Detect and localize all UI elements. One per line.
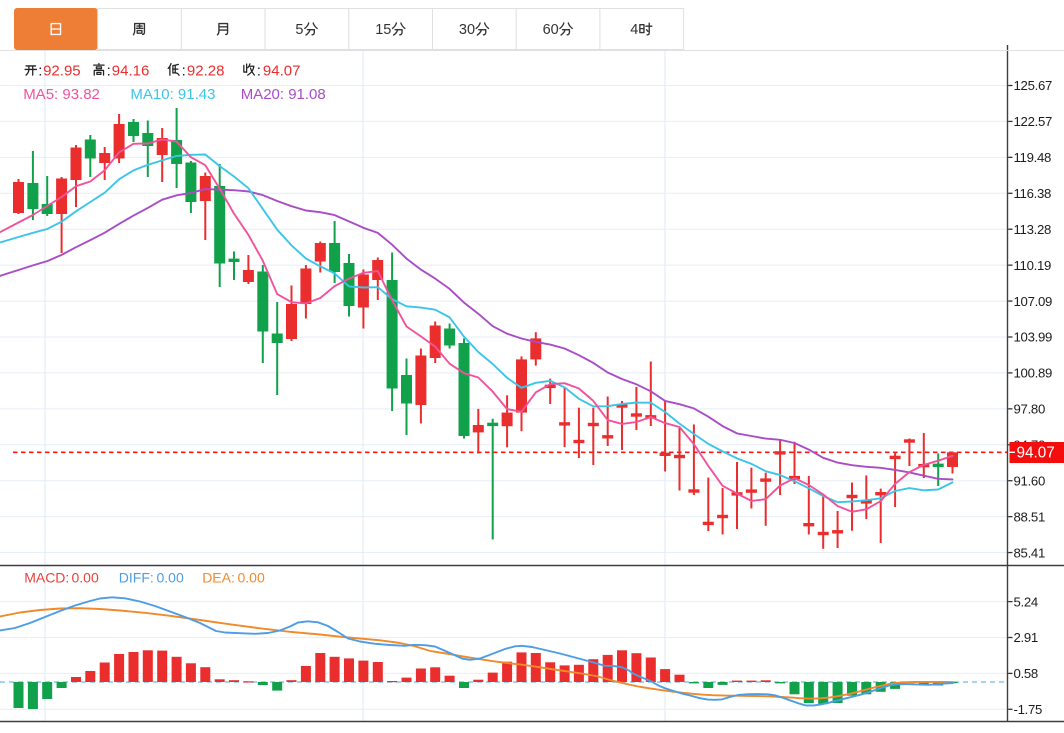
svg-text:94.16: 94.16 (112, 63, 150, 80)
svg-text::: : (182, 63, 186, 80)
svg-text:0.00: 0.00 (157, 570, 184, 586)
svg-text:92.95: 92.95 (43, 63, 81, 80)
svg-text:116.38: 116.38 (1014, 186, 1052, 201)
svg-text::: : (257, 63, 261, 80)
svg-text:MA20: 91.08: MA20: 91.08 (241, 86, 326, 103)
svg-text:94.07: 94.07 (1017, 444, 1055, 461)
svg-text:94.07: 94.07 (263, 63, 301, 80)
svg-text:122.57: 122.57 (1014, 114, 1053, 129)
svg-text:5: 5 (295, 22, 303, 38)
svg-text::: : (107, 63, 111, 80)
svg-text:110.19: 110.19 (1014, 258, 1052, 273)
svg-text:15: 15 (375, 22, 391, 38)
svg-text:DIFF:: DIFF: (119, 570, 154, 586)
svg-text:119.48: 119.48 (1014, 150, 1052, 165)
svg-text:MA10: 91.43: MA10: 91.43 (130, 86, 215, 103)
svg-text:30: 30 (459, 22, 475, 38)
svg-text:0.00: 0.00 (238, 570, 265, 586)
svg-text:88.51: 88.51 (1014, 509, 1046, 524)
svg-text:-1.75: -1.75 (1014, 702, 1043, 717)
svg-text:100.89: 100.89 (1014, 366, 1053, 381)
svg-text:125.67: 125.67 (1014, 78, 1053, 93)
svg-text:DEA:: DEA: (202, 570, 235, 586)
svg-text:97.80: 97.80 (1014, 402, 1046, 417)
svg-text:103.99: 103.99 (1014, 330, 1053, 345)
svg-text:4: 4 (630, 22, 638, 38)
svg-text::: : (38, 63, 42, 80)
svg-text:91.60: 91.60 (1014, 473, 1046, 488)
svg-text:5.24: 5.24 (1014, 594, 1038, 609)
svg-text:60: 60 (543, 22, 559, 38)
svg-text:2.91: 2.91 (1014, 630, 1038, 645)
svg-text:0.58: 0.58 (1014, 666, 1038, 681)
svg-text:92.28: 92.28 (187, 63, 225, 80)
svg-text:MA5: 93.82: MA5: 93.82 (23, 86, 100, 103)
svg-text:0.00: 0.00 (72, 570, 99, 586)
svg-text:107.09: 107.09 (1014, 294, 1053, 309)
svg-text:MACD:: MACD: (24, 570, 69, 586)
svg-text:85.41: 85.41 (1014, 545, 1046, 560)
svg-text:113.28: 113.28 (1014, 222, 1052, 237)
